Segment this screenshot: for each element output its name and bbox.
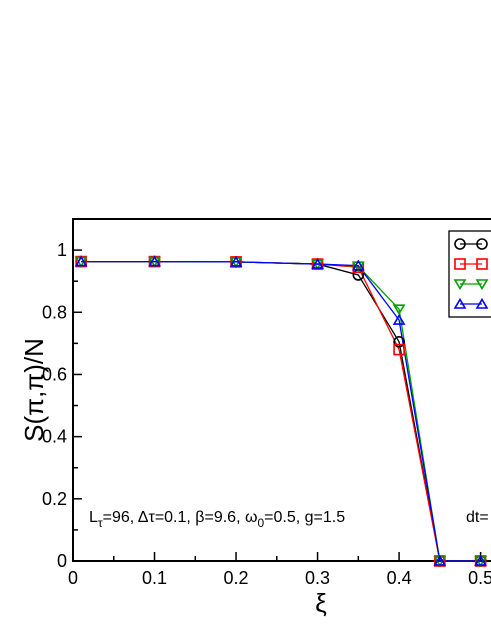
- x-tick-label: 0.3: [305, 568, 330, 588]
- x-tick-label: 0.2: [224, 568, 249, 588]
- plot-frame: [72, 218, 491, 562]
- data-point-triangle-up: [74, 255, 88, 267]
- y-tick-label: 0: [57, 551, 67, 571]
- x-tick-label: 0.4: [387, 568, 412, 588]
- data-point-circle: [476, 238, 488, 250]
- data-point-square: [393, 343, 405, 356]
- data-point-triangle-down: [453, 279, 467, 291]
- parameters-annotation: Lτ=96, Δτ=0.1, β=9.6, ω0=0.5, g=1.5: [89, 509, 345, 530]
- annotation-main: =96, Δτ=0.1, β=9.6, ω: [103, 509, 258, 526]
- y-tick-label: 0.6: [42, 364, 67, 384]
- y-tick-label: 1: [57, 240, 67, 260]
- series-lines-group: [81, 260, 481, 562]
- x-axis-label: ξ: [315, 588, 327, 618]
- y-tick-label: 0.2: [42, 489, 67, 509]
- data-point-triangle-up: [392, 313, 406, 325]
- data-point-triangle-down: [392, 304, 406, 316]
- series-markers-group: [74, 255, 487, 568]
- data-point-circle: [393, 336, 405, 348]
- y-tick-label: 0.8: [42, 302, 67, 322]
- x-tick-label: 0: [68, 568, 78, 588]
- data-point-triangle-up: [148, 255, 161, 267]
- annotation-l-subscript: τ: [98, 516, 103, 530]
- data-point-triangle-up: [475, 297, 489, 309]
- series-line-4: [81, 260, 481, 562]
- annotation-l: L: [89, 509, 98, 526]
- tick-labels-group: 0 0.1 0.2 0.3 0.4 0.5 0 0.2 0.4 0.6 0.8 1: [42, 240, 491, 588]
- y-tick-label: 0.4: [42, 427, 67, 447]
- annotation-tail: =0.5, g=1.5: [264, 509, 345, 526]
- dt-annotation: dt=: [466, 509, 489, 526]
- data-point-triangle-up: [229, 255, 243, 267]
- data-point-triangle-up: [351, 259, 365, 271]
- y-axis-label: S(π,π)/N: [19, 338, 49, 442]
- data-point-triangle-down: [475, 279, 489, 291]
- annotation-omega-subscript: 0: [257, 516, 264, 530]
- data-point-triangle-up: [311, 258, 324, 269]
- data-point-circle: [454, 238, 466, 250]
- legend: [448, 230, 491, 318]
- data-point-square: [476, 258, 488, 270]
- x-tick-label: 0.1: [142, 568, 167, 588]
- data-point-square: [454, 258, 466, 270]
- data-point-triangle-up: [474, 554, 487, 566]
- data-point-triangle-up: [453, 297, 467, 309]
- data-point-triangle-up: [433, 554, 447, 566]
- x-tick-label: 0.5: [468, 568, 491, 588]
